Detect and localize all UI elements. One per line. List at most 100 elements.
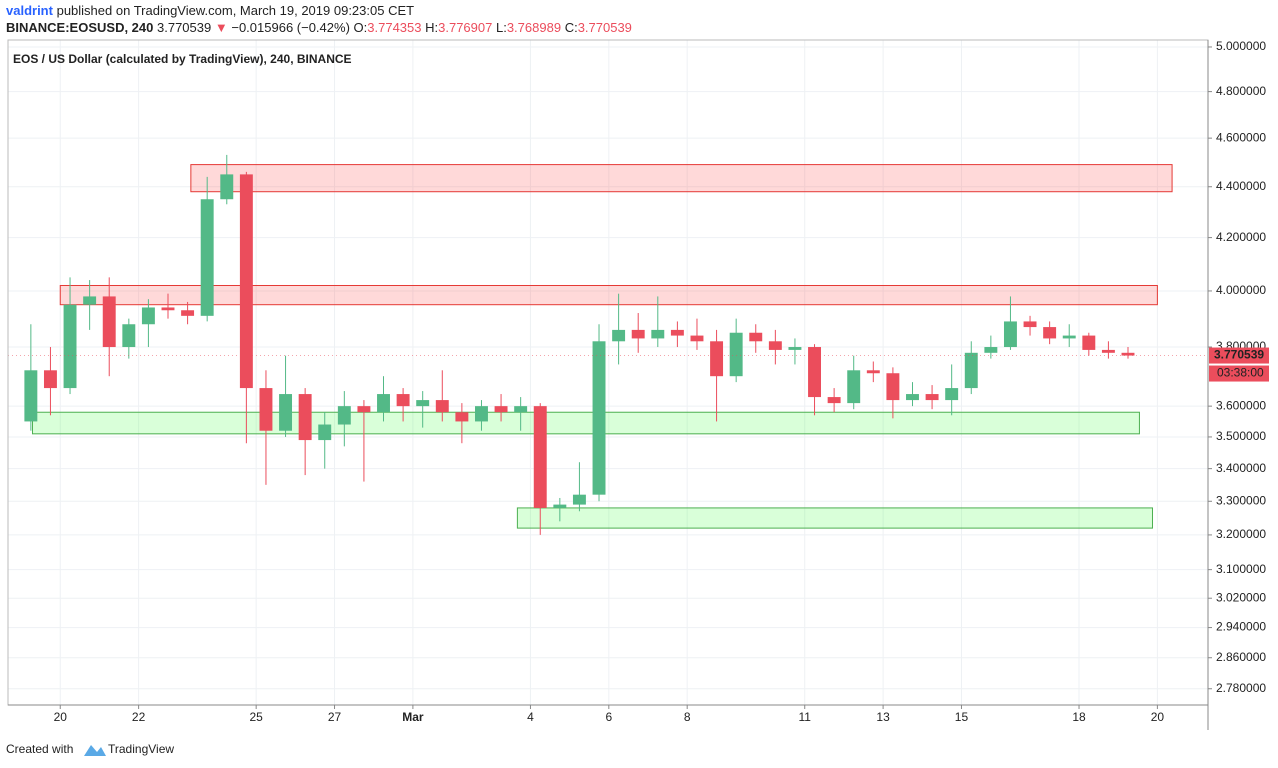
y-tick-label: 3.100000 [1216, 562, 1266, 576]
candle-body [279, 394, 293, 431]
candle-body [357, 406, 371, 413]
close: 3.770539 [578, 20, 632, 35]
candle-body [827, 397, 841, 404]
candle-body [749, 332, 763, 342]
candle-body [337, 406, 351, 425]
x-tick-label: 13 [876, 710, 890, 724]
candle-body [455, 412, 469, 422]
x-tick-label: Mar [402, 710, 424, 724]
header-line-2: BINANCE:EOSUSD, 240 3.770539 ▼ −0.015966… [6, 20, 632, 35]
low-label: L: [496, 20, 507, 35]
candle-body [710, 341, 724, 377]
candle-body [122, 324, 136, 348]
plot-area [8, 40, 1208, 705]
y-tick-label: 4.000000 [1216, 283, 1266, 297]
y-tick-label: 3.500000 [1216, 429, 1266, 443]
candle-body [768, 341, 782, 350]
candle-body [259, 388, 273, 431]
candle-body [1082, 335, 1096, 350]
x-tick-label: 6 [605, 710, 612, 724]
candle-body [592, 341, 606, 495]
candle-body [1121, 352, 1135, 356]
y-tick-label: 3.020000 [1216, 590, 1266, 604]
y-tick-label: 3.400000 [1216, 461, 1266, 475]
x-tick-label: 11 [799, 710, 812, 724]
candle-body [220, 174, 234, 200]
candle-body [847, 370, 861, 404]
close-label: C: [565, 20, 578, 35]
candle-body [906, 394, 919, 401]
candle-body [984, 347, 998, 353]
high-label: H: [425, 20, 438, 35]
candle-body [141, 307, 155, 325]
candle-body [435, 400, 449, 413]
candle-body [1023, 321, 1037, 328]
y-tick-label: 4.600000 [1216, 130, 1266, 144]
candle-body [239, 174, 253, 389]
candle-body [1101, 349, 1115, 353]
candle-body [964, 352, 978, 389]
published: published on TradingView.com, March 19, … [57, 3, 415, 18]
candle-body [808, 347, 821, 398]
brand-logo [84, 745, 106, 756]
zone [31, 411, 1140, 435]
y-tick-label: 5.000000 [1216, 39, 1266, 53]
candle-body [102, 296, 116, 348]
countdown-tag [1209, 365, 1269, 382]
last-price-label: 3.770539 [1214, 348, 1264, 362]
x-tick-label: 18 [1072, 710, 1086, 724]
candle-body [63, 304, 77, 389]
candle-body [631, 329, 645, 339]
y-tick-label: 2.780000 [1216, 681, 1266, 695]
x-tick-label: 20 [54, 710, 68, 724]
candle-body [161, 307, 175, 311]
x-tick-label: 27 [328, 710, 342, 724]
candle-body [651, 329, 665, 339]
candle-body [298, 394, 312, 441]
open-label: O: [354, 20, 368, 35]
last-price-tag [1209, 347, 1269, 364]
arrow: ▼ [215, 20, 228, 35]
y-tick-label: 4.200000 [1216, 230, 1266, 244]
last: 3.770539 [157, 20, 211, 35]
y-tick-label: 3.300000 [1216, 493, 1266, 507]
pane-title: EOS / US Dollar (calculated by TradingVi… [13, 52, 352, 66]
footer-brand[interactable]: TradingView [108, 742, 174, 756]
y-tick-label: 3.200000 [1216, 527, 1266, 541]
candle-body [925, 394, 939, 401]
candle-body [1003, 321, 1017, 348]
candle-body [318, 424, 332, 441]
x-tick-label: 22 [132, 710, 146, 724]
change: −0.015966 (−0.42%) [231, 20, 350, 35]
candle-body [416, 400, 430, 407]
x-tick-label: 20 [1151, 710, 1165, 724]
author[interactable]: valdrint [6, 3, 54, 18]
x-tick-label: 25 [249, 710, 263, 724]
candle-body [866, 370, 880, 374]
candle-body [788, 347, 802, 350]
candle-body [690, 335, 704, 342]
candle-body [43, 370, 57, 389]
candle-body [200, 199, 214, 316]
candle-body [83, 296, 97, 305]
y-tick-label: 4.800000 [1216, 84, 1266, 98]
countdown-label: 03:38:00 [1217, 366, 1264, 380]
candle-body [181, 310, 195, 316]
candle-body [729, 332, 743, 377]
candle-body [670, 329, 684, 336]
header-line-1: valdrint published on TradingView.com, M… [6, 3, 414, 18]
x-tick-label: 15 [955, 710, 969, 724]
candle-body [553, 504, 567, 508]
candle-body [24, 370, 38, 422]
candle-body [612, 329, 626, 342]
candle-body [533, 406, 547, 508]
candle-body [514, 406, 528, 413]
zone [516, 507, 1153, 529]
candle-body [475, 406, 488, 422]
candle-body [886, 373, 900, 401]
y-tick-label: 2.940000 [1216, 620, 1266, 634]
candle-body [494, 406, 508, 413]
candle-body [1043, 327, 1057, 339]
